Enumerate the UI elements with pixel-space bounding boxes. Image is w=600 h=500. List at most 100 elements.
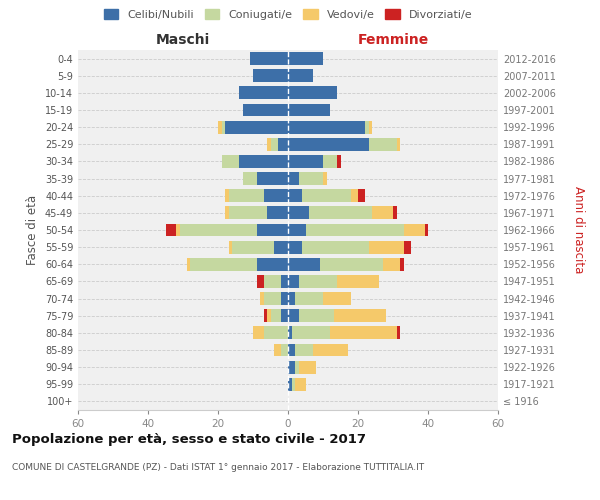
Bar bbox=[305, 224, 404, 236]
Bar bbox=[221, 120, 225, 134]
Bar bbox=[288, 292, 295, 305]
Bar bbox=[404, 240, 410, 254]
Bar bbox=[323, 155, 337, 168]
Bar bbox=[292, 326, 330, 340]
Bar bbox=[404, 224, 425, 236]
Text: Femmine: Femmine bbox=[358, 32, 428, 46]
Bar bbox=[323, 172, 326, 185]
Text: COMUNE DI CASTELGRANDE (PZ) - Dati ISTAT 1° gennaio 2017 - Elaborazione TUTTITAL: COMUNE DI CASTELGRANDE (PZ) - Dati ISTAT… bbox=[12, 462, 424, 471]
Bar bbox=[257, 224, 288, 236]
Bar bbox=[368, 138, 397, 150]
Bar bbox=[288, 275, 299, 288]
Bar bbox=[299, 275, 337, 288]
Bar bbox=[288, 224, 305, 236]
Bar bbox=[288, 240, 302, 254]
Bar bbox=[292, 378, 295, 390]
Y-axis label: Anni di nascita: Anni di nascita bbox=[572, 186, 586, 274]
Bar bbox=[274, 344, 281, 356]
Bar bbox=[288, 172, 299, 185]
Bar bbox=[383, 258, 400, 270]
Bar bbox=[281, 292, 288, 305]
Bar bbox=[288, 310, 299, 322]
Bar bbox=[267, 310, 271, 322]
Text: Popolazione per età, sesso e stato civile - 2017: Popolazione per età, sesso e stato civil… bbox=[12, 432, 366, 446]
Bar bbox=[337, 275, 379, 288]
Bar bbox=[263, 275, 281, 288]
Bar bbox=[281, 344, 288, 356]
Bar bbox=[397, 138, 400, 150]
Bar bbox=[260, 292, 263, 305]
Bar bbox=[242, 104, 288, 117]
Bar bbox=[257, 172, 288, 185]
Y-axis label: Fasce di età: Fasce di età bbox=[26, 195, 39, 265]
Bar bbox=[351, 190, 358, 202]
Bar bbox=[358, 190, 365, 202]
Legend: Celibi/Nubili, Coniugati/e, Vedovi/e, Divorziati/e: Celibi/Nubili, Coniugati/e, Vedovi/e, Di… bbox=[104, 9, 472, 20]
Bar bbox=[368, 120, 372, 134]
Bar bbox=[274, 240, 288, 254]
Bar bbox=[225, 120, 288, 134]
Bar bbox=[323, 292, 351, 305]
Bar bbox=[271, 310, 281, 322]
Bar bbox=[229, 240, 232, 254]
Bar bbox=[295, 344, 313, 356]
Bar bbox=[263, 190, 288, 202]
Bar bbox=[288, 52, 323, 65]
Bar bbox=[365, 120, 368, 134]
Bar bbox=[288, 155, 323, 168]
Bar bbox=[295, 292, 323, 305]
Bar bbox=[288, 190, 302, 202]
Bar bbox=[263, 310, 267, 322]
Bar bbox=[257, 258, 288, 270]
Bar bbox=[400, 258, 404, 270]
Bar bbox=[263, 292, 281, 305]
Bar bbox=[271, 138, 277, 150]
Bar bbox=[179, 224, 257, 236]
Bar bbox=[221, 155, 239, 168]
Bar bbox=[281, 310, 288, 322]
Text: Maschi: Maschi bbox=[156, 32, 210, 46]
Bar bbox=[302, 240, 368, 254]
Bar bbox=[397, 326, 400, 340]
Bar bbox=[288, 70, 313, 82]
Bar bbox=[288, 206, 309, 220]
Bar bbox=[239, 155, 288, 168]
Bar bbox=[190, 258, 257, 270]
Bar bbox=[288, 360, 295, 374]
Bar bbox=[263, 326, 288, 340]
Bar bbox=[425, 224, 428, 236]
Bar bbox=[295, 378, 305, 390]
Bar bbox=[288, 326, 292, 340]
Bar bbox=[277, 138, 288, 150]
Bar bbox=[372, 206, 393, 220]
Bar bbox=[250, 52, 288, 65]
Bar bbox=[320, 258, 383, 270]
Bar bbox=[330, 326, 397, 340]
Bar bbox=[166, 224, 176, 236]
Bar bbox=[302, 190, 351, 202]
Bar bbox=[288, 378, 292, 390]
Bar bbox=[288, 258, 320, 270]
Bar bbox=[288, 344, 295, 356]
Bar bbox=[225, 190, 229, 202]
Bar bbox=[313, 344, 347, 356]
Bar bbox=[232, 240, 274, 254]
Bar bbox=[309, 206, 372, 220]
Bar bbox=[242, 172, 257, 185]
Bar bbox=[337, 155, 341, 168]
Bar bbox=[218, 120, 221, 134]
Bar bbox=[253, 70, 288, 82]
Bar bbox=[257, 275, 263, 288]
Bar bbox=[393, 206, 397, 220]
Bar bbox=[288, 86, 337, 100]
Bar bbox=[225, 206, 229, 220]
Bar bbox=[176, 224, 179, 236]
Bar bbox=[288, 104, 330, 117]
Bar bbox=[267, 138, 271, 150]
Bar bbox=[288, 138, 368, 150]
Bar bbox=[299, 360, 316, 374]
Bar bbox=[299, 310, 334, 322]
Bar bbox=[267, 206, 288, 220]
Bar bbox=[281, 275, 288, 288]
Bar bbox=[368, 240, 404, 254]
